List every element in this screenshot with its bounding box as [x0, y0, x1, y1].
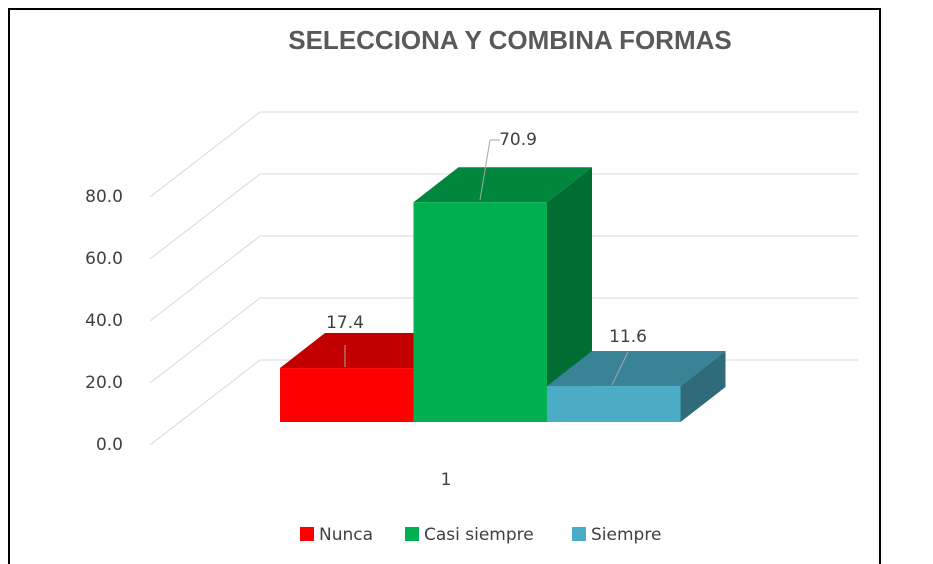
bar-top: [413, 167, 592, 203]
grid-line: [149, 173, 858, 260]
legend-swatch: [405, 527, 419, 541]
x-tick-label: 1: [441, 470, 452, 490]
chart-title: SELECCIONA Y COMBINA FORMAS: [288, 25, 731, 55]
grid-line: [149, 235, 858, 322]
data-label: 70.9: [499, 130, 537, 150]
bar-side: [680, 351, 726, 422]
legend-swatch: [300, 527, 314, 541]
grid-line: [149, 111, 858, 198]
y-tick-label: 40.0: [85, 311, 123, 331]
data-label: 17.4: [326, 313, 364, 333]
grid-line: [149, 297, 858, 384]
bar: [547, 386, 681, 422]
legend-label: Casi siempre: [424, 525, 534, 545]
leader-line: [611, 351, 629, 386]
leader-line: [479, 139, 500, 201]
bar-top: [547, 351, 726, 387]
legend-swatch: [572, 527, 586, 541]
bar: [413, 202, 547, 422]
bar: [280, 368, 414, 422]
bar-side: [547, 167, 592, 422]
y-tick-label: 60.0: [85, 249, 123, 269]
legend-label: Nunca: [319, 525, 373, 545]
legend-label: Siempre: [591, 525, 661, 545]
y-tick-label: 0.0: [96, 435, 123, 455]
data-label: 11.6: [609, 327, 647, 347]
y-tick-label: 80.0: [85, 187, 123, 207]
y-tick-label: 20.0: [85, 373, 123, 393]
